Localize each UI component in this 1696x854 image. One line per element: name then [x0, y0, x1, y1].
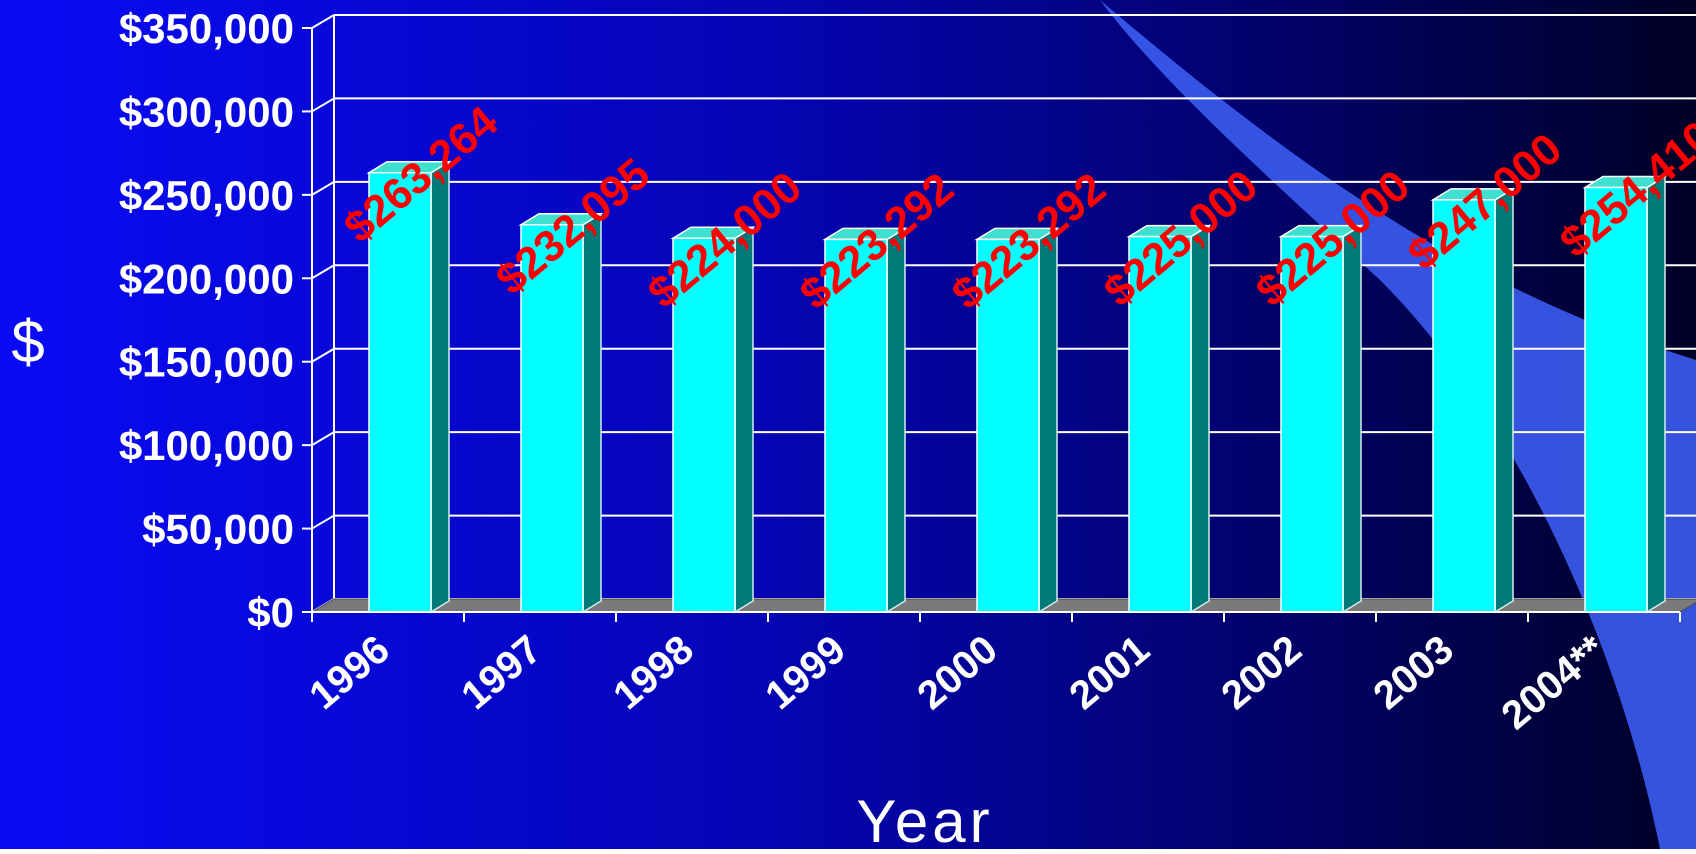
bar-front — [520, 223, 584, 613]
bar-front — [1280, 235, 1344, 613]
bar-side — [1646, 175, 1666, 614]
bar-side — [1190, 224, 1210, 614]
bar — [366, 160, 452, 614]
y-tick-label: $150,000 — [119, 339, 294, 386]
bar — [1430, 187, 1516, 614]
y-tick-label: $50,000 — [142, 506, 294, 553]
bar — [518, 212, 604, 614]
y-tick-label: $200,000 — [119, 255, 294, 302]
bar-front — [1432, 199, 1496, 613]
x-axis-title: Year — [856, 788, 993, 849]
bar-side — [1494, 187, 1514, 614]
bar — [1278, 224, 1364, 614]
y-axis-title: $ — [11, 308, 44, 375]
bar-front — [368, 171, 432, 613]
bar-front — [976, 238, 1040, 613]
bar-side — [582, 212, 602, 614]
side-wall-gridline — [311, 14, 335, 29]
bar-side — [1342, 224, 1362, 614]
side-wall-gridline — [311, 97, 335, 113]
bar-side — [1038, 227, 1058, 614]
decorative-swoosh — [1100, 0, 1696, 849]
bar-side — [886, 227, 906, 614]
side-wall-gridline — [311, 431, 335, 447]
y-tick-label: $100,000 — [119, 422, 294, 469]
y-tick-label: $350,000 — [119, 5, 294, 52]
bar — [670, 225, 756, 614]
bar-side — [734, 225, 754, 614]
bar — [1582, 175, 1668, 614]
bar-front — [1128, 235, 1192, 613]
y-tick-label: $300,000 — [119, 88, 294, 135]
side-wall-gridline — [311, 180, 335, 196]
bar — [822, 227, 908, 614]
side-wall-gridline — [311, 347, 335, 363]
bar — [1126, 224, 1212, 614]
bars — [366, 160, 1668, 614]
bar-front — [824, 238, 888, 613]
y-tick-label: $250,000 — [119, 172, 294, 219]
bar — [974, 227, 1060, 614]
side-wall-gridline — [311, 264, 335, 280]
side-wall-gridline — [311, 514, 335, 530]
bar-front — [672, 237, 736, 613]
bar-side — [430, 160, 450, 614]
y-tick-label: $0 — [247, 589, 294, 636]
